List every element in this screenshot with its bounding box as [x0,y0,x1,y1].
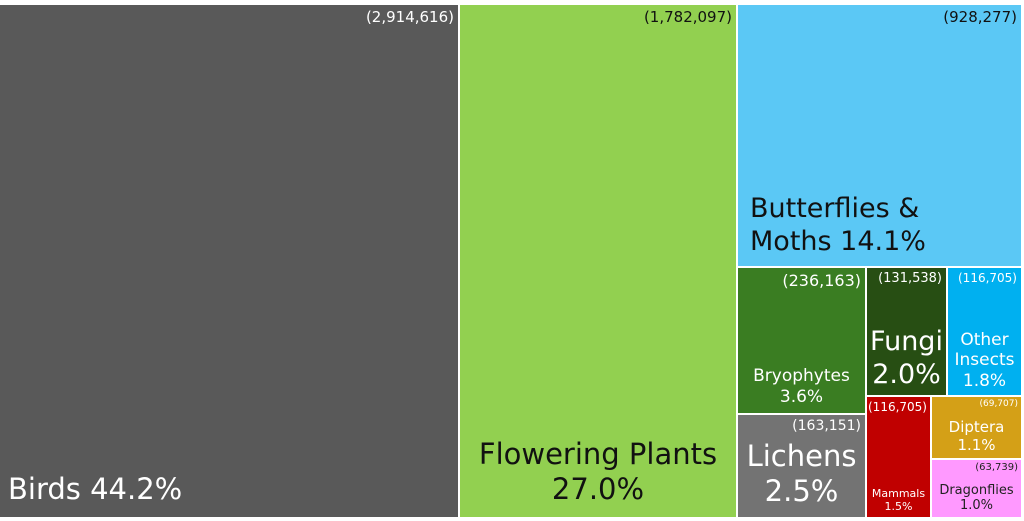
percent-label: Moths 14.1% [750,225,926,257]
category-label: Mammals [871,486,926,500]
percent-label: 1.0% [959,498,994,514]
category-label: Flowering Plants [478,437,718,472]
treemap-cell-bryophytes: (236,163) Bryophytes 3.6% [738,268,865,413]
treemap-cell-birds: (2,914,616) Birds 44.2% [0,5,458,517]
category-label: Fungi [870,326,943,358]
percent-label: 27.0% [551,472,645,507]
treemap-cell-dragonflies: (63,739) Dragonflies 1.0% [932,460,1021,517]
value-label: (63,739) [975,462,1018,473]
category-label: Bryophytes [753,366,850,387]
percent-label: 1.8% [962,370,1007,391]
category-label: Lichens [746,439,857,474]
percent-label: 2.5% [764,474,839,509]
treemap-cell-flowering-plants: (1,782,097) Flowering Plants 27.0% [460,5,736,517]
treemap-cell-butterflies-moths: (928,277) Butterflies & Moths 14.1% [738,5,1021,266]
category-label-2: Insects [954,350,1015,371]
treemap-cell-fungi: (131,538) Fungi 2.0% [867,268,946,395]
value-label: (116,705) [958,271,1017,285]
value-label: (69,707) [979,399,1018,409]
value-label: (131,538) [878,271,942,286]
percent-label: 1.1% [957,436,996,454]
value-label: (928,277) [943,8,1017,26]
treemap-cell-other-insects: (116,705) Other Insects 1.8% [948,268,1021,395]
percent-label: 3.6% [779,386,824,407]
value-label: (163,151) [792,418,861,434]
value-label: (1,782,097) [643,8,732,26]
category-label: Diptera [948,418,1005,436]
value-label: (116,705) [868,400,927,414]
category-label: Butterflies & [750,193,920,225]
value-label: (236,163) [782,271,861,290]
value-label: (2,914,616) [365,8,454,26]
percent-label: 1.5% [884,499,913,513]
percent-label: 2.0% [872,358,941,390]
category-label: Dragonflies [939,482,1014,498]
treemap-cell-diptera: (69,707) Diptera 1.1% [932,397,1021,458]
category-label: Birds 44.2% [8,472,183,507]
treemap-cell-lichens: (163,151) Lichens 2.5% [738,415,865,517]
treemap-cell-mammals: (116,705) Mammals 1.5% [867,397,930,517]
category-label: Other [960,329,1009,350]
